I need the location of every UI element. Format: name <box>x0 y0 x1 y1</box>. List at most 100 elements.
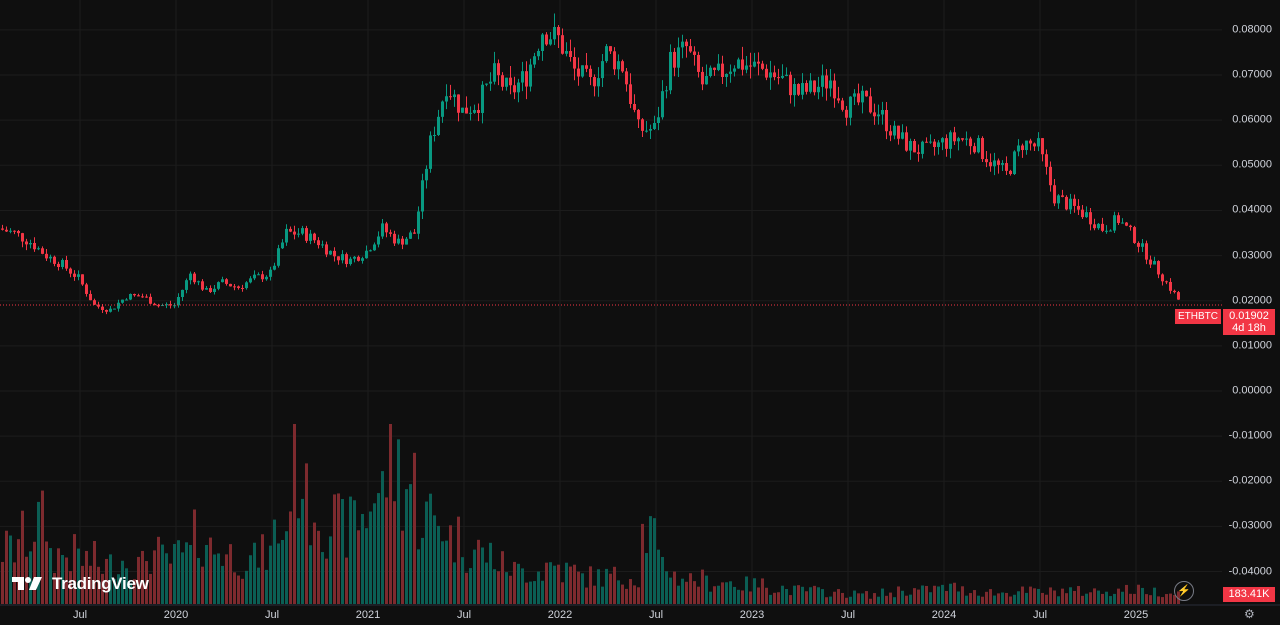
volume-bar <box>809 587 812 604</box>
candle-body <box>365 250 368 259</box>
volume-bar <box>689 573 692 604</box>
volume-bar <box>285 531 288 604</box>
volume-bar <box>641 523 644 604</box>
candle-body <box>837 98 840 101</box>
volume-bar <box>833 591 836 604</box>
candle-body <box>1 228 4 230</box>
candle-body <box>697 54 700 72</box>
candle-body <box>77 274 80 277</box>
volume-bar <box>985 591 988 604</box>
volume-bar <box>769 594 772 604</box>
volume-bar <box>621 584 624 604</box>
volume-bar <box>849 596 852 604</box>
volume-bar <box>377 493 380 604</box>
candle-body <box>589 68 592 78</box>
candle-body <box>209 288 212 293</box>
candle-body <box>1177 292 1180 300</box>
candle-body <box>641 119 644 131</box>
volume-bar <box>501 551 504 604</box>
volume-bar <box>989 589 992 604</box>
candle-body <box>1077 205 1080 210</box>
candle-body <box>1109 230 1112 232</box>
volume-bar <box>545 562 548 604</box>
volume-bar <box>905 595 908 604</box>
lightning-icon[interactable]: ⚡ <box>1174 581 1194 601</box>
volume-bar <box>333 494 336 604</box>
candle-body <box>201 281 204 290</box>
volume-bar <box>1145 594 1148 604</box>
volume-bar <box>709 591 712 604</box>
candle-body <box>93 300 96 305</box>
volume-bar <box>705 575 708 604</box>
volume-bar <box>1077 586 1080 604</box>
candle-body <box>645 130 648 132</box>
candle-body <box>37 248 40 250</box>
candle-body <box>841 100 844 110</box>
candle-body <box>461 107 464 113</box>
candle-body <box>1113 215 1116 231</box>
volume-bar <box>673 571 676 604</box>
volume-bar <box>733 586 736 604</box>
candle-body <box>1057 195 1060 204</box>
candle-body <box>493 63 496 82</box>
candle-body <box>905 132 908 151</box>
candle-body <box>237 286 240 288</box>
symbol-label: ETHBTC <box>1175 309 1221 324</box>
volume-bar <box>293 424 296 604</box>
bar-countdown: 4d 18h <box>1232 322 1266 334</box>
candle-body <box>25 241 28 245</box>
volume-bar <box>549 562 552 604</box>
candle-body <box>677 47 680 68</box>
candle-body <box>577 68 580 77</box>
candle-body <box>477 110 480 113</box>
time-tick-label: 2025 <box>1123 609 1149 621</box>
candle-body <box>793 83 796 96</box>
candle-body <box>885 109 888 132</box>
volume-bar <box>797 585 800 604</box>
volume-bar <box>429 493 432 604</box>
volume-bar <box>17 539 20 604</box>
candle-body <box>533 56 536 65</box>
candle-body <box>513 85 516 93</box>
candle-body <box>5 229 8 232</box>
volume-bar <box>513 561 516 604</box>
candle-body <box>409 232 412 239</box>
candle-body <box>1065 196 1068 210</box>
candle-body <box>229 283 232 287</box>
volume-bar <box>1065 593 1068 604</box>
candle-body <box>729 71 732 74</box>
candle-body <box>1105 230 1108 232</box>
candle-body <box>261 274 264 280</box>
candle-body <box>889 131 892 136</box>
candle-body <box>789 74 792 96</box>
candle-body <box>649 128 652 131</box>
volume-bar <box>265 569 268 604</box>
candle-body <box>281 242 284 249</box>
candle-body <box>421 180 424 212</box>
price-tick-label: 0.06000 <box>1232 113 1272 126</box>
candle-body <box>45 253 48 259</box>
candle-body <box>957 138 960 142</box>
volume-bar <box>257 567 260 604</box>
gear-icon[interactable]: ⚙ <box>1244 607 1255 621</box>
last-price-tag: 0.01902 4d 18h <box>1223 309 1275 335</box>
price-tick-label: 0.00000 <box>1232 384 1272 397</box>
candle-body <box>301 228 304 234</box>
tradingview-logo[interactable]: TradingView <box>12 574 149 594</box>
candle-body <box>465 107 468 114</box>
volume-bar <box>721 582 724 604</box>
volume-bar <box>309 545 312 604</box>
volume-bar <box>505 572 508 604</box>
volume-bar <box>445 540 448 604</box>
volume-bar <box>89 565 92 604</box>
volume-bar <box>773 592 776 604</box>
candle-body <box>1137 242 1140 247</box>
volume-bar <box>737 589 740 604</box>
candle-body <box>1045 154 1048 167</box>
candle-body <box>265 276 268 280</box>
time-tick-label: 2022 <box>547 609 573 621</box>
candle-body <box>97 304 100 307</box>
volume-bar <box>1029 586 1032 604</box>
candle-body <box>193 273 196 283</box>
